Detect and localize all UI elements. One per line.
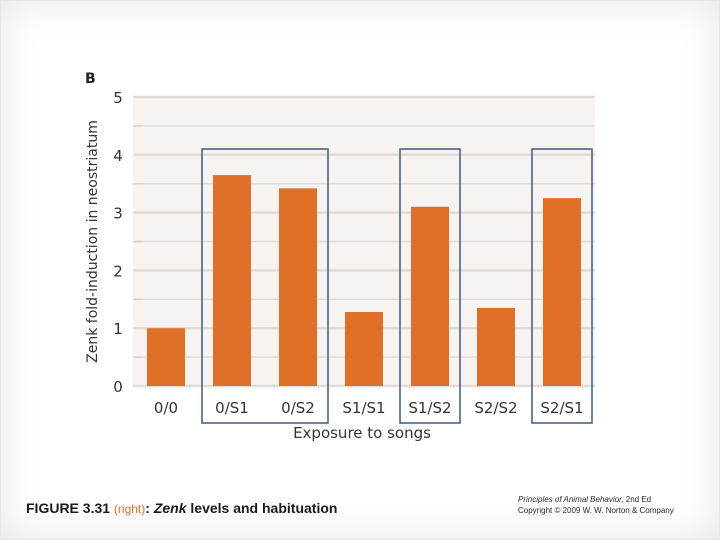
y-tick-label: 5 [113, 89, 123, 107]
highlight-box [531, 148, 593, 424]
bar-S1-S1 [345, 312, 383, 386]
figure-number: FIGURE 3.31 [26, 500, 111, 516]
x-tick-label: S1/S1 [342, 399, 385, 417]
x-tick-label: S2/S2 [474, 399, 517, 417]
bar-0-0 [147, 328, 185, 386]
y-tick-label: 4 [113, 147, 123, 165]
bar-S2-S1 [543, 198, 581, 386]
y-tick-label: 1 [113, 320, 123, 338]
x-tick-label: S2/S1 [540, 399, 583, 417]
x-axis-title: Exposure to songs [293, 424, 431, 442]
highlight-box [201, 148, 329, 424]
caption-text: levels and habituation [190, 500, 338, 516]
x-tick-label: S1/S2 [408, 399, 451, 417]
y-tick-label: 3 [113, 205, 123, 223]
copyright-line: Copyright © 2009 W. W. Norton & Company [518, 506, 674, 515]
book-title: Principles of Animal Behavior, [518, 495, 624, 504]
figure-position: (right) [113, 502, 146, 516]
caption-gene: Zenk [153, 500, 187, 516]
y-tick-label: 2 [113, 262, 123, 280]
highlight-box [399, 148, 461, 424]
bar-S1-S2 [411, 206, 449, 386]
x-tick-label: 0/S1 [215, 399, 249, 417]
figure-caption: FIGURE 3.31 (right): Zenk levels and hab… [26, 500, 337, 516]
bar-0-S2 [279, 188, 317, 386]
bar-S2-S2 [477, 307, 515, 386]
y-tick-label: 0 [113, 378, 123, 396]
bar-0-S1 [213, 175, 251, 386]
x-tick-label: 0/0 [154, 399, 178, 417]
book-edition: 2nd Ed [625, 495, 652, 504]
x-tick-label: 0/S2 [281, 399, 315, 417]
caption-colon: : [145, 500, 150, 516]
panel-label: B [85, 71, 96, 87]
y-axis-title: Zenk fold-induction in neostriatum [85, 120, 101, 363]
publisher-credit: Principles of Animal Behavior, 2nd Ed Co… [518, 494, 674, 516]
